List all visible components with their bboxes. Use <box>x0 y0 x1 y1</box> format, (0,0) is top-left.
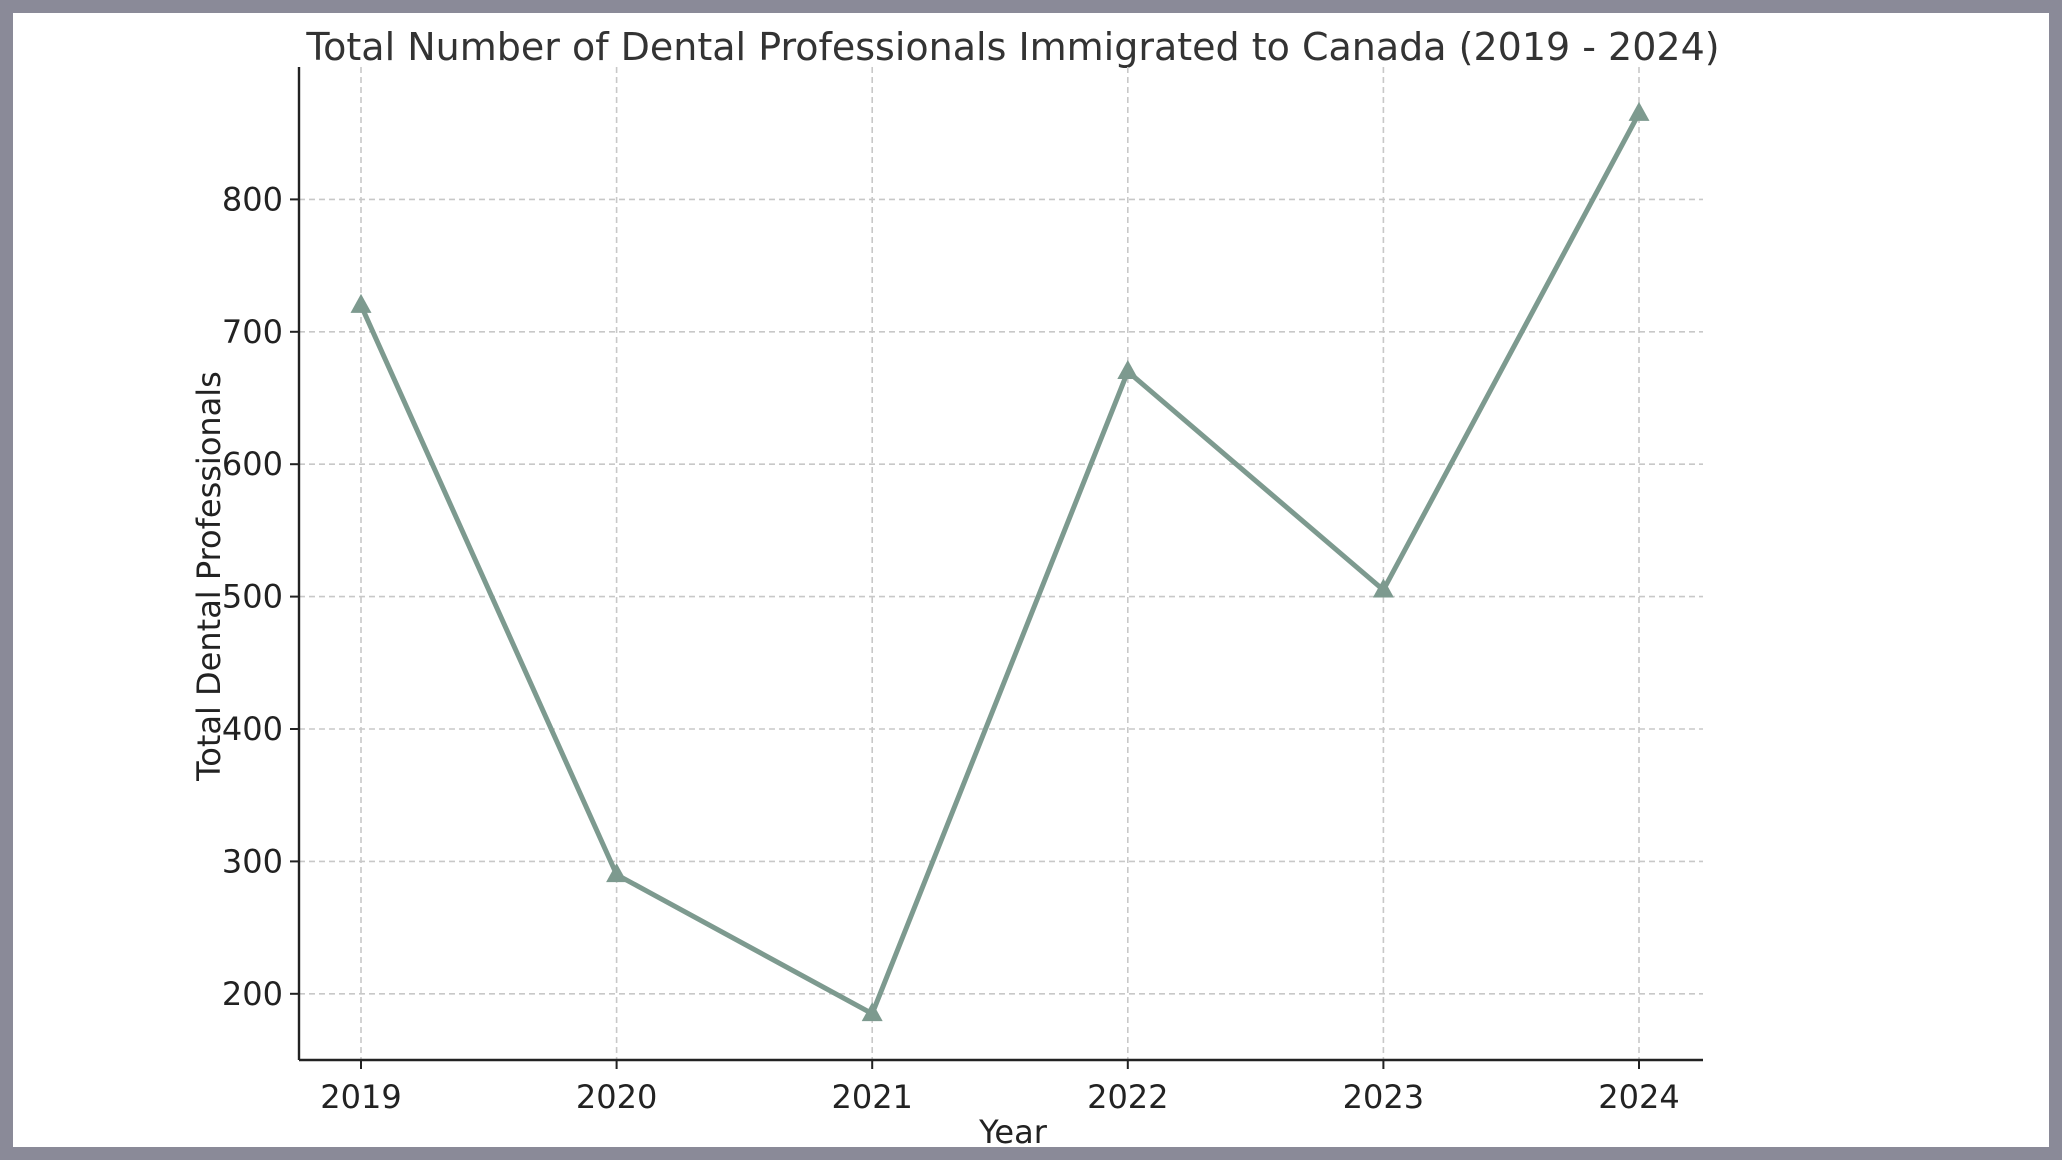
x-tick-label: 2021 <box>831 1078 912 1116</box>
data-point-marker <box>861 1002 883 1022</box>
x-tick-label: 2020 <box>576 1078 657 1116</box>
y-axis-title: Total Dental Professionals <box>190 371 228 782</box>
y-tick-label: 200 <box>222 975 283 1013</box>
x-tick-label: 2019 <box>320 1078 401 1116</box>
chart-canvas: Total Number of Dental Professionals Imm… <box>13 13 2049 1147</box>
data-point-marker <box>350 293 372 313</box>
y-tick-label: 800 <box>222 180 283 218</box>
x-axis-title: Year <box>978 1113 1048 1147</box>
data-point-marker <box>1372 578 1394 598</box>
y-axis-ticks: 200 300 400 500 600 700 800 <box>222 180 299 1013</box>
line-chart: Total Number of Dental Professionals Imm… <box>190 25 1720 1147</box>
chart-title: Total Number of Dental Professionals Imm… <box>305 25 1719 69</box>
axes <box>297 67 1703 1062</box>
grid <box>299 67 1703 1060</box>
data-point-marker <box>1117 360 1139 380</box>
data-point-marker <box>606 863 628 883</box>
y-tick-label: 400 <box>222 710 283 748</box>
x-axis-ticks: 2019 2020 2021 2022 2023 2024 <box>320 1060 1680 1116</box>
series-line <box>358 110 1642 1017</box>
x-tick-label: 2023 <box>1343 1078 1424 1116</box>
y-tick-label: 500 <box>222 578 283 616</box>
x-tick-label: 2024 <box>1598 1078 1679 1116</box>
x-tick-label: 2022 <box>1087 1078 1168 1116</box>
y-tick-label: 700 <box>222 313 283 351</box>
y-tick-label: 600 <box>222 445 283 483</box>
series-group <box>350 101 1650 1022</box>
data-point-marker <box>1628 101 1650 121</box>
y-tick-label: 300 <box>222 842 283 880</box>
